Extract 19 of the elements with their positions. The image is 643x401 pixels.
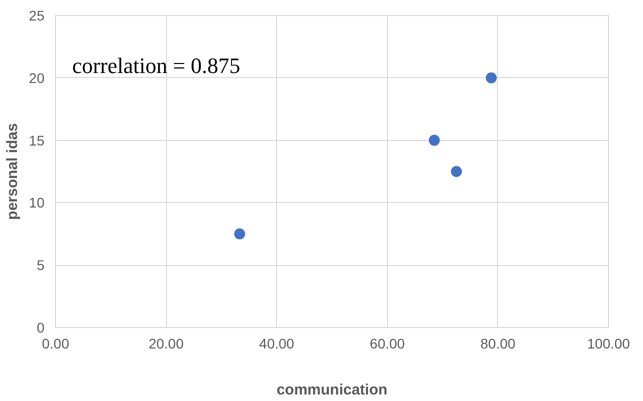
annotation: correlation = 0.875 xyxy=(72,52,240,78)
point xyxy=(450,166,462,177)
y-tick-label: 15 xyxy=(28,132,45,148)
y-tick-label: 0 xyxy=(36,320,45,336)
point xyxy=(486,72,497,84)
y-tick-label: 20 xyxy=(28,70,45,86)
y-tick-label: 5 xyxy=(36,257,45,274)
x-tick-label: 40.00 xyxy=(259,336,294,352)
y-tick-label: 10 xyxy=(28,194,45,211)
point xyxy=(234,228,246,240)
x-axis-title: communication xyxy=(276,382,388,398)
x-tick-label: 100.00 xyxy=(587,336,630,352)
point xyxy=(428,134,440,146)
x-tick-label: 0.00 xyxy=(42,336,70,352)
x-tick-label: 80.00 xyxy=(480,336,516,352)
y-axis-title: personal idas xyxy=(4,123,21,220)
x-tick-label: 60.00 xyxy=(370,336,406,352)
x-tick-label: 20.00 xyxy=(148,336,184,352)
y-tick-label: 25 xyxy=(28,8,45,24)
